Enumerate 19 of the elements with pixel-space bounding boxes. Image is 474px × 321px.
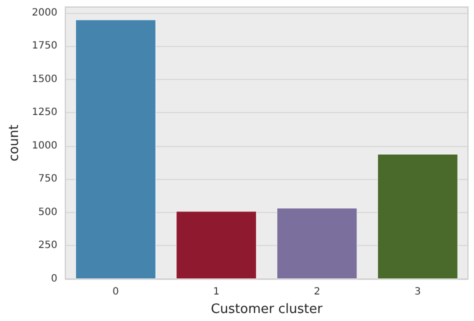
- y-tick-label: 0: [50, 274, 58, 284]
- y-tick-label: 1250: [32, 107, 58, 118]
- y-tick-label: 1500: [32, 74, 58, 85]
- y-axis-title: count: [7, 124, 22, 162]
- x-tick-label: 1: [213, 286, 220, 298]
- bar: [176, 211, 257, 279]
- x-tick-label: 2: [314, 286, 320, 298]
- y-tick-label: 1000: [32, 140, 58, 152]
- y-tick-label: 1750: [32, 40, 58, 52]
- y-tick-label: 2000: [32, 7, 58, 18]
- x-tick-label: 3: [414, 286, 421, 298]
- y-tick-label: 500: [38, 206, 58, 218]
- bar: [276, 208, 358, 279]
- y-tick-label: 250: [38, 240, 58, 252]
- y-tick-label: 750: [38, 174, 58, 185]
- x-axis-title: Customer cluster: [210, 302, 324, 317]
- x-tick-label: 0: [112, 286, 119, 298]
- bar: [75, 20, 156, 279]
- bar: [377, 154, 458, 279]
